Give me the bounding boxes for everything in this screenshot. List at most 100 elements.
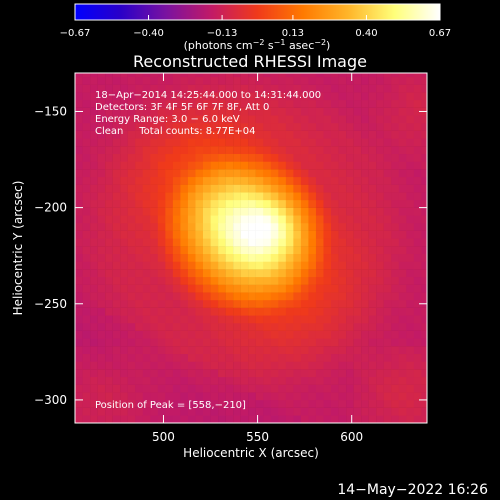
heatmap-cell	[240, 84, 249, 93]
heatmap-cell	[75, 176, 83, 185]
heatmap-cell	[97, 392, 106, 401]
heatmap-cell	[225, 299, 234, 308]
heatmap-cell	[255, 223, 264, 231]
heatmap-cell	[308, 376, 317, 385]
heatmap-cell	[300, 346, 309, 355]
x-axis-label: Heliocentric X (arcsec)	[183, 446, 319, 460]
heatmap-cell	[180, 130, 189, 139]
heatmap-cell	[105, 261, 113, 270]
heatmap-cell	[225, 215, 234, 224]
heatmap-cell	[398, 92, 407, 101]
heatmap-cell	[203, 253, 211, 262]
heatmap-cell	[172, 399, 181, 408]
heatmap-cell	[75, 346, 83, 355]
heatmap-cell	[361, 299, 369, 308]
heatmap-cell	[225, 138, 234, 147]
heatmap-cell	[97, 315, 106, 324]
heatmap-cell	[270, 407, 279, 416]
heatmap-cell	[210, 399, 219, 408]
heatmap-cell	[285, 415, 294, 423]
heatmap-cell	[165, 238, 174, 247]
heatmap-cell	[331, 292, 339, 301]
heatmap-cell	[82, 261, 91, 270]
heatmap-cell	[75, 199, 83, 208]
heatmap-cell	[240, 146, 249, 155]
heatmap-cell	[127, 192, 136, 201]
heatmap-cell	[233, 315, 241, 324]
heatmap-cell	[376, 92, 384, 101]
heatmap-cell	[240, 230, 249, 239]
heatmap-cell	[112, 184, 121, 193]
heatmap-cell	[346, 169, 354, 178]
heatmap-cell	[300, 284, 309, 293]
heatmap-cell	[248, 315, 256, 324]
colorbar-tick-label: −0.13	[207, 28, 238, 39]
heatmap-cell	[285, 184, 294, 193]
heatmap-cell	[135, 84, 144, 93]
heatmap-cell	[165, 92, 174, 101]
heatmap-cell	[180, 146, 189, 155]
heatmap-cell	[165, 146, 174, 155]
heatmap-cell	[218, 99, 226, 108]
heatmap-cell	[135, 376, 144, 385]
heatmap-cell	[383, 307, 392, 316]
heatmap-cell	[172, 323, 181, 331]
heatmap-cell	[421, 92, 427, 101]
heatmap-cell	[331, 238, 339, 247]
heatmap-cell	[413, 76, 422, 85]
heatmap-cell	[346, 369, 354, 378]
heatmap-cell	[383, 99, 392, 108]
heatmap-cell	[255, 376, 264, 385]
heatmap-cell	[150, 92, 159, 101]
heatmap-cell	[82, 215, 91, 224]
heatmap-cell	[90, 230, 98, 239]
heatmap-cell	[203, 176, 211, 185]
heatmap-cell	[112, 176, 121, 185]
heatmap-cell	[323, 299, 332, 308]
heatmap-cell	[75, 73, 83, 78]
heatmap-cell	[413, 161, 422, 170]
heatmap-cell	[195, 315, 204, 324]
heatmap-cell	[112, 130, 121, 139]
heatmap-cell	[308, 107, 317, 116]
heatmap-cell	[308, 315, 317, 324]
heatmap-cell	[338, 215, 347, 224]
heatmap-cell	[210, 307, 219, 316]
heatmap-cell	[346, 392, 354, 401]
heatmap-cell	[293, 146, 302, 155]
heatmap-cell	[338, 415, 347, 423]
heatmap-cell	[105, 415, 113, 423]
heatmap-cell	[263, 292, 272, 301]
heatmap-cell	[315, 346, 324, 355]
heatmap-cell	[270, 146, 279, 155]
heatmap-cell	[361, 346, 369, 355]
heatmap-cell	[391, 299, 400, 308]
heatmap-cell	[278, 73, 287, 78]
heatmap-cell	[323, 253, 332, 262]
heatmap-cell	[406, 376, 415, 385]
heatmap-cell	[218, 184, 226, 193]
heatmap-cell	[240, 176, 249, 185]
heatmap-cell	[353, 192, 362, 201]
heatmap-cell	[225, 146, 234, 155]
heatmap-cell	[240, 269, 249, 278]
heatmap-cell	[165, 269, 174, 278]
heatmap-cell	[127, 215, 136, 224]
heatmap-cell	[398, 323, 407, 331]
heatmap-cell	[293, 223, 302, 231]
heatmap-cell	[142, 399, 151, 408]
heatmap-cell	[406, 92, 415, 101]
heatmap-cell	[331, 130, 339, 139]
heatmap-cell	[225, 315, 234, 324]
heatmap-cell	[278, 253, 287, 262]
heatmap-cell	[383, 253, 392, 262]
heatmap-cell	[97, 99, 106, 108]
heatmap-cell	[368, 99, 377, 108]
heatmap-cell	[142, 238, 151, 247]
heatmap-cell	[278, 361, 287, 370]
heatmap-cell	[157, 246, 166, 255]
heatmap-cell	[413, 73, 422, 78]
heatmap-cell	[278, 276, 287, 285]
heatmap-cell	[398, 230, 407, 239]
heatmap-cell	[120, 307, 128, 316]
